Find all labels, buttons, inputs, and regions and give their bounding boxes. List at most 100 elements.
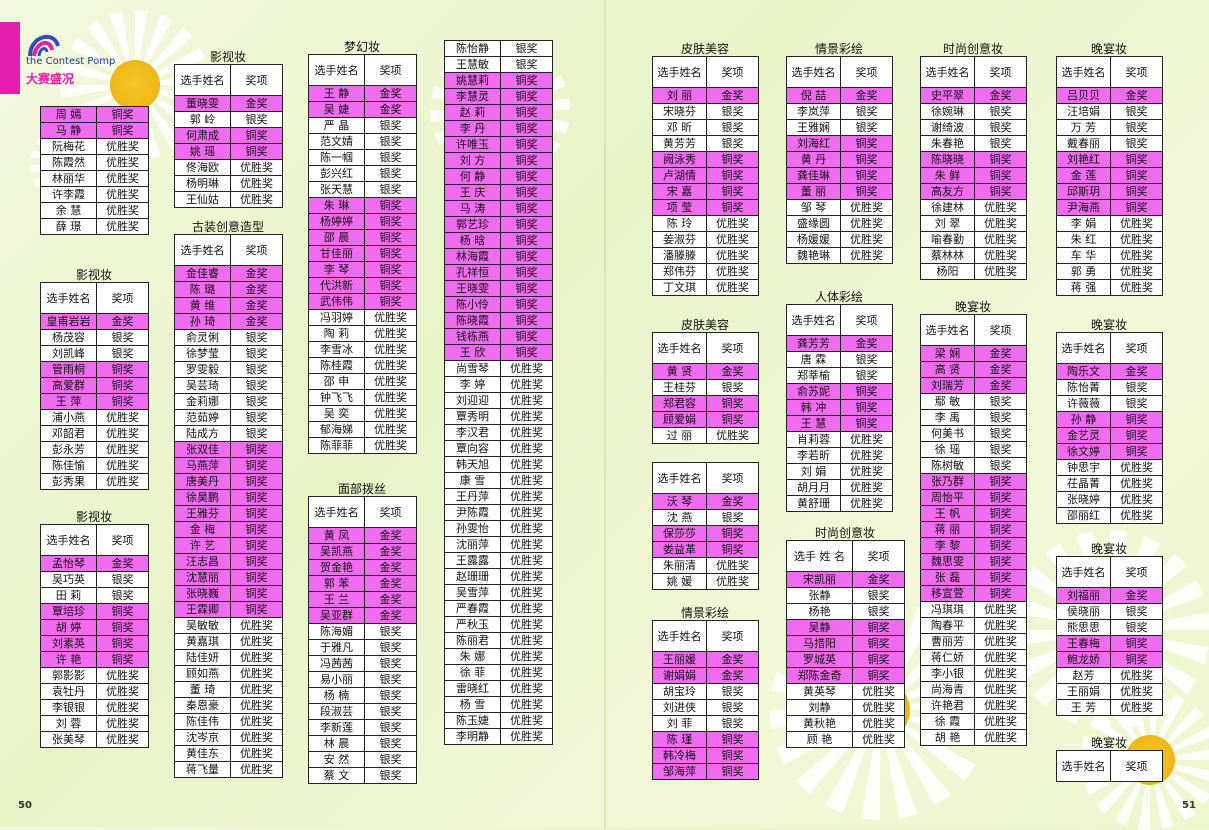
award-cell: 优胜奖 [706, 263, 759, 280]
contestant-name: 郑君容 [652, 395, 707, 412]
award-cell: 优胜奖 [96, 731, 149, 748]
block-title: 影视妆 [75, 510, 112, 524]
contestant-name: 韩冷梅 [652, 747, 707, 764]
award-cell: 银奖 [230, 393, 283, 410]
results-block: 晚宴妆 选手姓名 奖项 陶乐文 金奖 陈怡菁 银奖 许薇薇 银奖孙 静铜奖 金艺灵 铜奖 徐文婷 铜奖钟… [1056, 318, 1163, 524]
award-cell: 铜奖 [974, 151, 1027, 168]
header-award: 奖项 [974, 314, 1027, 346]
contestant-name: 丁文琪 [652, 279, 707, 296]
contestant-name: 车 华 [1056, 247, 1111, 264]
table-row: 覃向容 优胜奖 [444, 440, 553, 457]
contestant-name: 皇甫岩岩 [40, 313, 97, 330]
contestant-name: 朱 琳 [308, 197, 365, 214]
contestant-name: 严 晶 [308, 117, 365, 134]
table-row: 胡宝玲 银奖 [652, 683, 759, 700]
table-header-row: 选手姓名 奖项 [920, 56, 1027, 88]
award-cell: 优胜奖 [230, 745, 283, 762]
contestant-name: 金莉娜 [174, 393, 231, 410]
award-cell: 铜奖 [500, 72, 553, 89]
award-cell: 铜奖 [840, 167, 893, 184]
table-row: 李 黎铜奖 [920, 537, 1027, 554]
contestant-name: 王丽娟 [1056, 683, 1111, 700]
table-row: 王 萍铜奖 [40, 393, 149, 410]
award-cell: 优胜奖 [974, 263, 1027, 280]
contestant-name: 刘静 [786, 699, 853, 716]
table-row: 杨 晗铜奖 [444, 232, 553, 249]
contestant-name: 魏思雯 [920, 553, 975, 570]
contestant-name: 朱 娜 [444, 648, 501, 665]
contestant-name: 刘 方 [444, 152, 501, 169]
award-cell: 银奖 [1110, 379, 1163, 396]
contestant-name: 王雅娴 [786, 119, 841, 136]
table-row: 王雅娴 银奖 [786, 119, 893, 136]
award-cell: 铜奖 [364, 229, 417, 246]
table-header-row: 选手姓名 奖项 [40, 524, 149, 556]
table-row: 蒋 强优胜奖 [1056, 279, 1163, 296]
contestant-name: 顾 艳 [786, 731, 853, 748]
table-row: 金 莲铜奖 [1056, 167, 1163, 184]
award-cell: 银奖 [96, 571, 149, 588]
award-cell: 金奖 [364, 607, 417, 624]
contestant-name: 孙 琦 [174, 313, 231, 330]
award-cell: 优胜奖 [96, 667, 149, 684]
award-cell: 铜奖 [840, 135, 893, 152]
table-row: 倪 喆金奖 [786, 87, 893, 104]
contestant-name: 甘佳丽 [308, 245, 365, 262]
table-row: 陈玉婕 优胜奖 [444, 712, 553, 729]
table-row: 何肃成 铜奖 [174, 127, 283, 144]
contestant-name: 姚 媛 [652, 573, 707, 590]
contestant-name: 金 莲 [1056, 167, 1111, 184]
table-row: 陶乐文 金奖 [1056, 363, 1163, 380]
contestant-name: 唐 霖 [786, 351, 841, 368]
header-contestant-name: 选手姓名 [1056, 750, 1111, 782]
award-cell: 优胜奖 [974, 199, 1027, 216]
contestant-name: 李雪冰 [308, 341, 365, 358]
table-row: 项 莹铜奖 [652, 199, 759, 216]
award-cell: 铜奖 [706, 167, 759, 184]
contestant-name: 过 丽 [652, 427, 707, 444]
award-cell: 优胜奖 [500, 472, 553, 489]
block-title: 情景彩绘 [680, 606, 729, 620]
contestant-name: 侯晓丽 [1056, 603, 1111, 620]
table-row: 王 庆铜奖 [444, 184, 553, 201]
award-cell: 银奖 [706, 699, 759, 716]
contestant-name: 严秋玉 [444, 616, 501, 633]
award-cell: 优胜奖 [852, 699, 905, 716]
table-row: 吴静 铜奖 [786, 619, 905, 636]
contestant-name: 刘 蓉 [40, 715, 97, 732]
contestant-name: 邱斯玥 [1056, 183, 1111, 200]
award-cell: 优胜奖 [230, 617, 283, 634]
contestant-name: 沈 燕 [652, 509, 707, 526]
logo-bar [0, 22, 20, 94]
table-row: 陈一帼 银奖 [308, 149, 417, 166]
table-row: 刘静 优胜奖 [786, 699, 905, 716]
award-cell: 优胜奖 [974, 617, 1027, 634]
table-header-row: 选手姓名 奖项 [308, 496, 417, 528]
results-block: 晚宴妆 选手姓名 奖项梁 娴金奖高 贤金奖 刘瑞芳 金奖鄢 敏银奖李 禹银奖 何美书 银奖徐… [920, 300, 1027, 746]
award-cell: 优胜奖 [230, 697, 283, 714]
award-cell: 优胜奖 [230, 729, 283, 746]
contestant-name: 李新莲 [308, 719, 365, 736]
contestant-name: 邹海萍 [652, 763, 707, 780]
table-row: 顾 艳优胜奖 [786, 731, 905, 748]
page-number-right: 51 [1182, 800, 1196, 811]
contestant-name: 沈丽萍 [444, 536, 501, 553]
table-row: 汪培娟 银奖 [1056, 103, 1163, 120]
contestant-name: 王 兰 [308, 591, 365, 608]
award-cell: 优胜奖 [1110, 247, 1163, 264]
table-row: 王桂芬 银奖 [652, 379, 759, 396]
award-cell: 优胜奖 [500, 376, 553, 393]
contestant-name: 陈霞然 [40, 154, 97, 171]
award-cell: 优胜奖 [500, 408, 553, 425]
contestant-name: 史平翠 [920, 87, 975, 104]
results-table: 选手姓名 奖项 史平翠 金奖 徐婉琳 银奖 谢绮波 银奖 朱春艳 银奖 陈晓晓 铜奖朱 鲜铜奖 高友方铜… [920, 56, 1027, 280]
contestant-name: 蒋仁娇 [920, 649, 975, 666]
contestant-name: 蒋 强 [1056, 279, 1111, 296]
contestant-name: 徐建林 [920, 199, 975, 216]
award-cell: 优胜奖 [96, 170, 149, 187]
contestant-name: 易小丽 [308, 671, 365, 688]
contestant-name: 朱 鲜 [920, 167, 975, 184]
table-row: 万 芳银奖 [1056, 119, 1163, 136]
award-cell: 优胜奖 [230, 633, 283, 650]
results-block: 古装创意造型 选手姓名 奖项 金佳睿 金奖陈 璐金奖黄 维金奖孙 琦金奖 俞灵俐 银奖 徐梦莹… [174, 220, 283, 778]
